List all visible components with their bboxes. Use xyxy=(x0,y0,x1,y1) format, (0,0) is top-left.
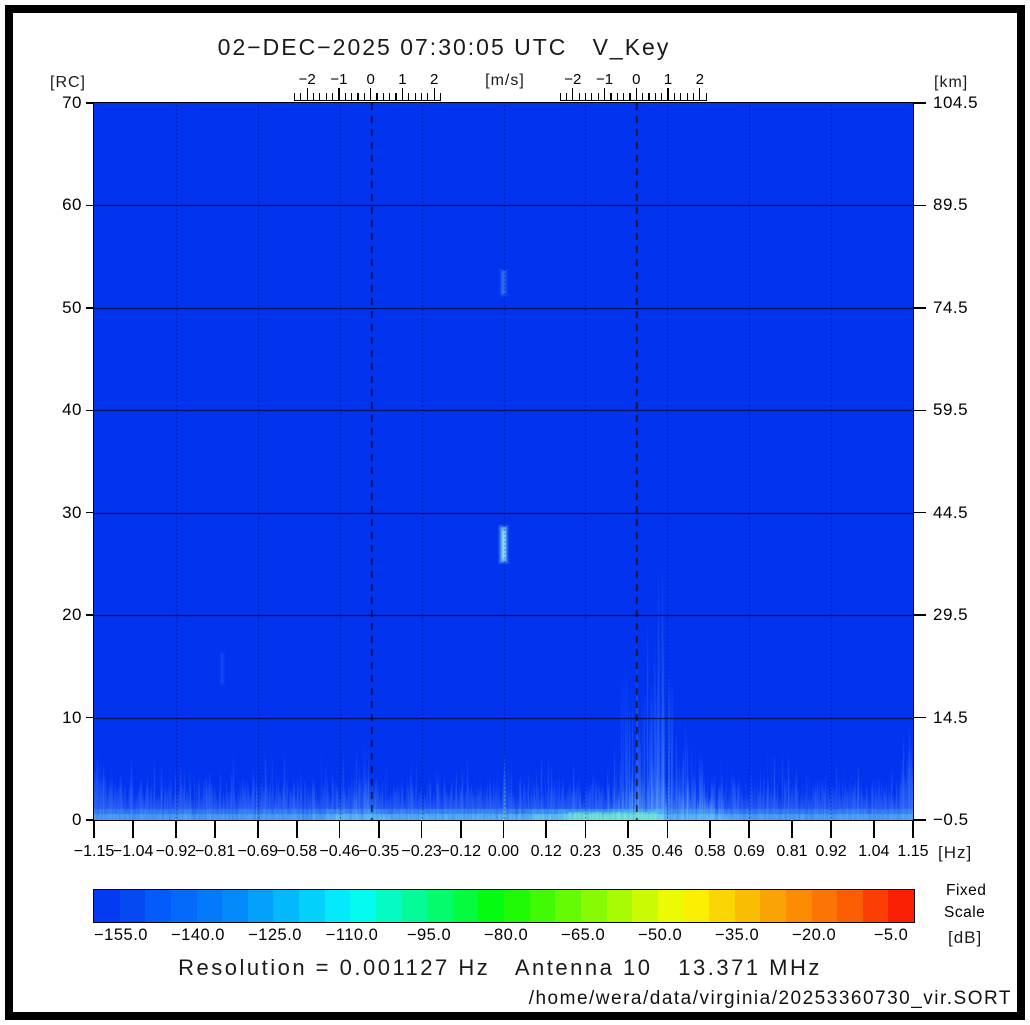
colorbar-block xyxy=(119,890,146,922)
source-file-path: /home/wera/data/virginia/20253360730_vir… xyxy=(528,988,1012,1009)
colorbar-block xyxy=(350,890,376,922)
colorbar-block xyxy=(478,890,504,922)
doppler-spectrogram-canvas xyxy=(93,102,914,821)
colorbar-block xyxy=(145,890,171,922)
colorbar-block xyxy=(683,890,709,922)
colorbar-scale-note-line1: Fixed xyxy=(946,882,987,899)
colorbar-block xyxy=(837,890,863,922)
colorbar-block xyxy=(709,890,735,922)
right-axis-unit-label: [km] xyxy=(934,74,969,91)
colorbar xyxy=(93,889,915,923)
colorbar-block xyxy=(862,890,889,922)
colorbar-block xyxy=(555,890,581,922)
colorbar-block xyxy=(657,890,684,922)
page-border-frame xyxy=(5,5,1025,1020)
colorbar-block xyxy=(734,890,761,922)
colorbar-block xyxy=(324,890,351,922)
colorbar-block xyxy=(375,890,402,922)
colorbar-block xyxy=(452,890,479,922)
colorbar-block xyxy=(760,890,786,922)
colorbar-block xyxy=(580,890,607,922)
colorbar-scale-note-line2: Scale xyxy=(944,904,986,921)
colorbar-block xyxy=(785,890,812,922)
velocity-unit-label: [m/s] xyxy=(485,72,525,89)
colorbar-block xyxy=(606,890,633,922)
colorbar-block xyxy=(888,890,914,922)
colorbar-block xyxy=(196,890,223,922)
colorbar-block xyxy=(811,890,838,922)
colorbar-block xyxy=(222,890,248,922)
colorbar-block xyxy=(427,890,453,922)
frequency-unit-label: [Hz] xyxy=(938,843,973,862)
colorbar-block xyxy=(299,890,325,922)
colorbar-block xyxy=(504,890,530,922)
page-title: 02−DEC−2025 07:30:05 UTC V_Key xyxy=(217,34,671,60)
colorbar-block xyxy=(529,890,556,922)
colorbar-block xyxy=(273,890,299,922)
resolution-info-line: Resolution = 0.001127 Hz Antenna 10 13.3… xyxy=(178,955,822,980)
colorbar-block xyxy=(94,890,120,922)
colorbar-block xyxy=(632,890,658,922)
left-axis-unit-label: [RC] xyxy=(50,74,86,91)
db-unit-label: [dB] xyxy=(948,928,983,947)
colorbar-block xyxy=(401,890,428,922)
colorbar-block xyxy=(247,890,274,922)
colorbar-block xyxy=(170,890,197,922)
